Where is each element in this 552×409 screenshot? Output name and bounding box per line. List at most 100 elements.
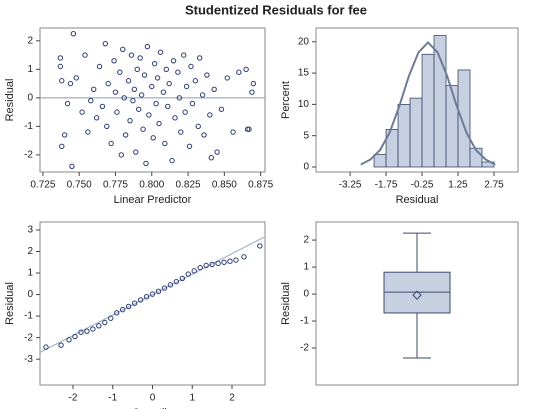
y-tick-label: 1 bbox=[27, 64, 33, 75]
x-tick-label: -3.25 bbox=[339, 180, 362, 191]
data-point bbox=[214, 149, 220, 155]
data-point bbox=[91, 86, 97, 93]
data-point bbox=[155, 288, 162, 295]
data-point bbox=[43, 344, 49, 350]
data-point bbox=[215, 260, 221, 267]
data-point bbox=[82, 52, 88, 58]
normal-curve bbox=[360, 40, 496, 166]
data-point bbox=[131, 300, 138, 306]
data-point bbox=[93, 115, 100, 121]
data-point bbox=[88, 98, 94, 104]
data-point bbox=[192, 78, 199, 84]
data-point bbox=[201, 132, 207, 138]
y-tick-label: 2 bbox=[303, 235, 309, 246]
x-tick-label: -0.25 bbox=[411, 180, 434, 191]
data-point bbox=[64, 100, 71, 107]
data-point bbox=[186, 143, 193, 150]
y-tick-label: 0 bbox=[27, 289, 33, 300]
data-point bbox=[169, 157, 175, 164]
data-point bbox=[96, 63, 103, 70]
data-point bbox=[166, 80, 172, 87]
data-point bbox=[172, 115, 178, 121]
y-tick-label: 0 bbox=[303, 162, 309, 173]
data-point bbox=[250, 80, 257, 87]
data-point bbox=[143, 294, 150, 300]
data-point bbox=[157, 49, 164, 55]
data-point bbox=[117, 69, 123, 75]
y-tick-label: -1 bbox=[300, 316, 309, 327]
data-point bbox=[241, 254, 247, 260]
data-point bbox=[207, 112, 213, 118]
data-point bbox=[114, 310, 120, 316]
data-point bbox=[69, 163, 75, 169]
data-point bbox=[189, 100, 196, 107]
data-point bbox=[130, 98, 136, 104]
histogram-bar bbox=[409, 97, 423, 168]
histogram-bar bbox=[397, 103, 411, 168]
data-point bbox=[127, 117, 133, 124]
data-point bbox=[227, 258, 233, 264]
data-point bbox=[120, 46, 126, 53]
histogram-bar bbox=[445, 85, 459, 168]
data-point bbox=[133, 149, 139, 155]
data-point bbox=[176, 95, 183, 101]
data-point bbox=[57, 55, 64, 61]
data-point bbox=[243, 66, 249, 73]
data-point bbox=[153, 100, 159, 107]
y-tick-label: 0 bbox=[27, 93, 33, 104]
y-tick-label: -1 bbox=[24, 311, 33, 322]
data-point bbox=[195, 123, 201, 130]
data-point bbox=[136, 106, 142, 112]
data-point bbox=[188, 63, 194, 70]
y-axis-label: Percent bbox=[280, 81, 292, 119]
histogram-bar bbox=[421, 53, 435, 168]
data-point bbox=[79, 109, 85, 115]
data-point bbox=[230, 129, 236, 135]
data-point bbox=[150, 135, 156, 141]
data-point bbox=[73, 75, 79, 81]
data-point bbox=[104, 123, 110, 130]
histogram-bar bbox=[373, 154, 387, 168]
data-point bbox=[121, 95, 127, 101]
data-point bbox=[209, 261, 215, 268]
y-tick-label: -2 bbox=[24, 332, 33, 343]
data-point bbox=[182, 109, 188, 115]
data-point bbox=[196, 55, 203, 61]
x-tick-label: -2 bbox=[69, 393, 78, 404]
x-tick-label: -1.75 bbox=[375, 180, 398, 191]
data-point bbox=[208, 155, 214, 161]
data-point bbox=[59, 143, 65, 150]
data-point bbox=[138, 92, 145, 98]
data-point bbox=[134, 66, 140, 73]
data-point bbox=[61, 132, 68, 138]
data-point bbox=[156, 120, 162, 127]
data-point bbox=[90, 326, 96, 332]
data-point bbox=[140, 126, 146, 132]
y-axis-label: Residual bbox=[4, 79, 16, 122]
data-point bbox=[128, 52, 135, 58]
data-point bbox=[233, 257, 239, 263]
y-tick-label: 1 bbox=[303, 262, 309, 273]
data-point bbox=[59, 78, 65, 84]
data-point bbox=[197, 264, 203, 271]
data-point bbox=[160, 89, 167, 95]
data-point bbox=[183, 83, 190, 90]
data-point bbox=[173, 278, 180, 285]
plot-frame bbox=[39, 221, 266, 386]
data-point bbox=[179, 275, 186, 282]
mean-marker bbox=[412, 290, 422, 300]
data-point bbox=[111, 58, 117, 64]
x-tick-label: 0.825 bbox=[176, 180, 201, 191]
data-point bbox=[125, 78, 132, 84]
histogram-bar bbox=[457, 69, 471, 168]
x-tick-label: 0.850 bbox=[212, 180, 237, 191]
y-tick-label: 2 bbox=[27, 246, 33, 257]
x-tick-label: 0.725 bbox=[30, 180, 55, 191]
data-point bbox=[143, 160, 149, 167]
x-axis-label: Quantile bbox=[132, 407, 173, 409]
data-point bbox=[236, 69, 242, 75]
y-tick-label: 0 bbox=[303, 289, 309, 300]
data-point bbox=[141, 72, 148, 78]
x-tick-label: 0.775 bbox=[103, 180, 128, 191]
